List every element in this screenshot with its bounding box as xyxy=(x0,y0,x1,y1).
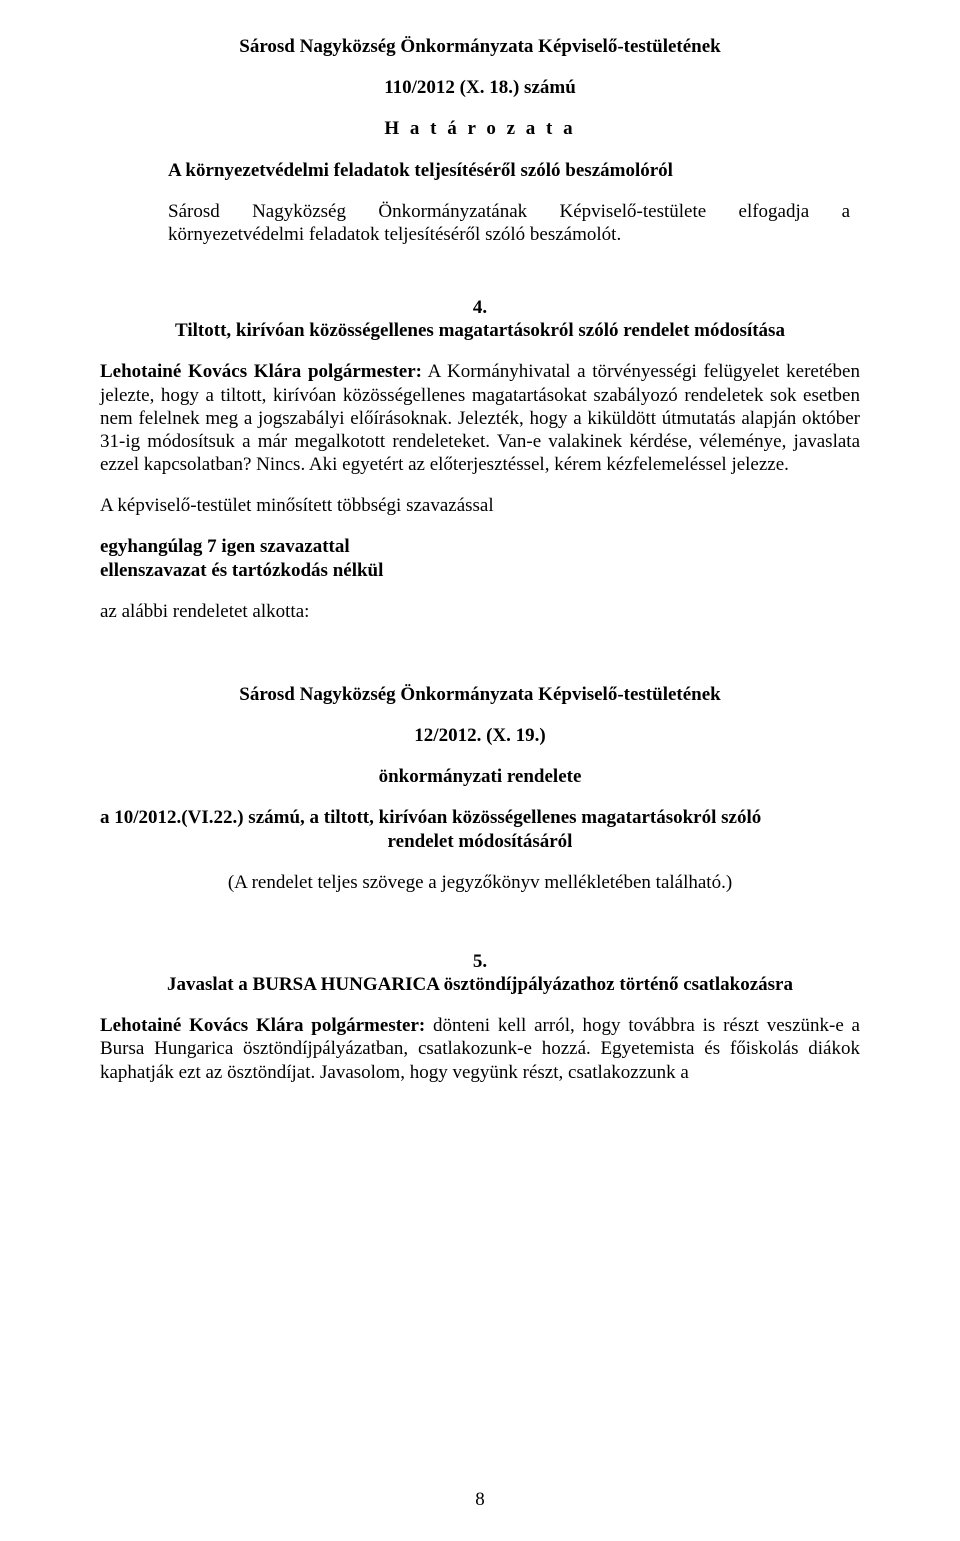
section5-title: Javaslat a BURSA HUNGARICA ösztöndíjpály… xyxy=(100,973,860,996)
vote-line-1: egyhangúlag 7 igen szavazattal xyxy=(100,535,860,558)
decision-body: Sárosd Nagyközség Önkormányzatának Képvi… xyxy=(168,200,850,246)
decision-subject: A környezetvédelmi feladatok teljesítésé… xyxy=(168,159,850,182)
section4-title: Tiltott, kirívóan közösségellenes magata… xyxy=(100,319,860,342)
section4-number: 4. xyxy=(100,296,860,319)
vote-line-2: ellenszavazat és tartózkodás nélkül xyxy=(100,559,860,582)
vote-result-line: az alábbi rendeletet alkotta: xyxy=(100,600,860,623)
resolution-about-line1: a 10/2012.(VI.22.) számú, a tiltott, kir… xyxy=(100,806,860,829)
vote-intro: A képviselő-testület minősített többségi… xyxy=(100,494,860,517)
section4-paragraph: Lehotainé Kovács Klára polgármester: A K… xyxy=(100,360,860,476)
section4-speaker: Lehotainé Kovács Klára polgármester: xyxy=(100,361,422,382)
page-number: 8 xyxy=(0,1488,960,1511)
decision-word: H a t á r o z a t a xyxy=(100,117,860,140)
section5-paragraph: Lehotainé Kovács Klára polgármester: dön… xyxy=(100,1014,860,1084)
org-title: Sárosd Nagyközség Önkormányzata Képvisel… xyxy=(100,35,860,58)
resolution-about-line2: rendelet módosításáról xyxy=(100,830,860,853)
section5-number: 5. xyxy=(100,950,860,973)
document-page: Sárosd Nagyközség Önkormányzata Képvisel… xyxy=(0,0,960,1541)
resolution-number: 12/2012. (X. 19.) xyxy=(100,724,860,747)
resolution-org-title: Sárosd Nagyközség Önkormányzata Képvisel… xyxy=(100,683,860,706)
resolution-note: (A rendelet teljes szövege a jegyzőkönyv… xyxy=(100,871,860,894)
decision-number: 110/2012 (X. 18.) számú xyxy=(100,76,860,99)
resolution-type: önkormányzati rendelete xyxy=(100,765,860,788)
resolution-about: a 10/2012.(VI.22.) számú, a tiltott, kir… xyxy=(100,806,860,852)
section5-speaker: Lehotainé Kovács Klára polgármester: xyxy=(100,1015,425,1036)
